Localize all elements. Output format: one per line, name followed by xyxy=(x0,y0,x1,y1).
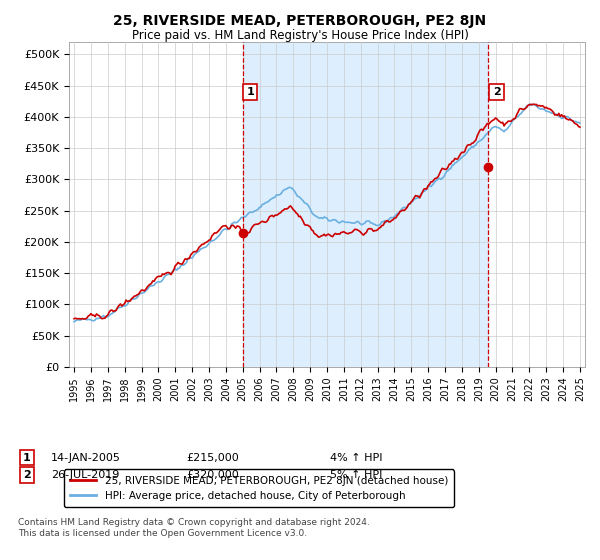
Text: 14-JAN-2005: 14-JAN-2005 xyxy=(51,452,121,463)
Text: 26-JUL-2019: 26-JUL-2019 xyxy=(51,470,119,480)
Legend: 25, RIVERSIDE MEAD, PETERBOROUGH, PE2 8JN (detached house), HPI: Average price, : 25, RIVERSIDE MEAD, PETERBOROUGH, PE2 8J… xyxy=(64,469,454,507)
Text: £320,000: £320,000 xyxy=(186,470,239,480)
Text: Contains HM Land Registry data © Crown copyright and database right 2024.
This d: Contains HM Land Registry data © Crown c… xyxy=(18,518,370,538)
Text: 1: 1 xyxy=(246,87,254,97)
Text: 1: 1 xyxy=(23,452,31,463)
Text: 2: 2 xyxy=(493,87,500,97)
Text: 2: 2 xyxy=(23,470,31,480)
Text: 4% ↑ HPI: 4% ↑ HPI xyxy=(330,452,383,463)
Text: 5% ↑ HPI: 5% ↑ HPI xyxy=(330,470,382,480)
Text: 25, RIVERSIDE MEAD, PETERBOROUGH, PE2 8JN: 25, RIVERSIDE MEAD, PETERBOROUGH, PE2 8J… xyxy=(113,14,487,28)
Text: Price paid vs. HM Land Registry's House Price Index (HPI): Price paid vs. HM Land Registry's House … xyxy=(131,29,469,42)
Text: £215,000: £215,000 xyxy=(186,452,239,463)
Bar xyxy=(244,42,488,367)
